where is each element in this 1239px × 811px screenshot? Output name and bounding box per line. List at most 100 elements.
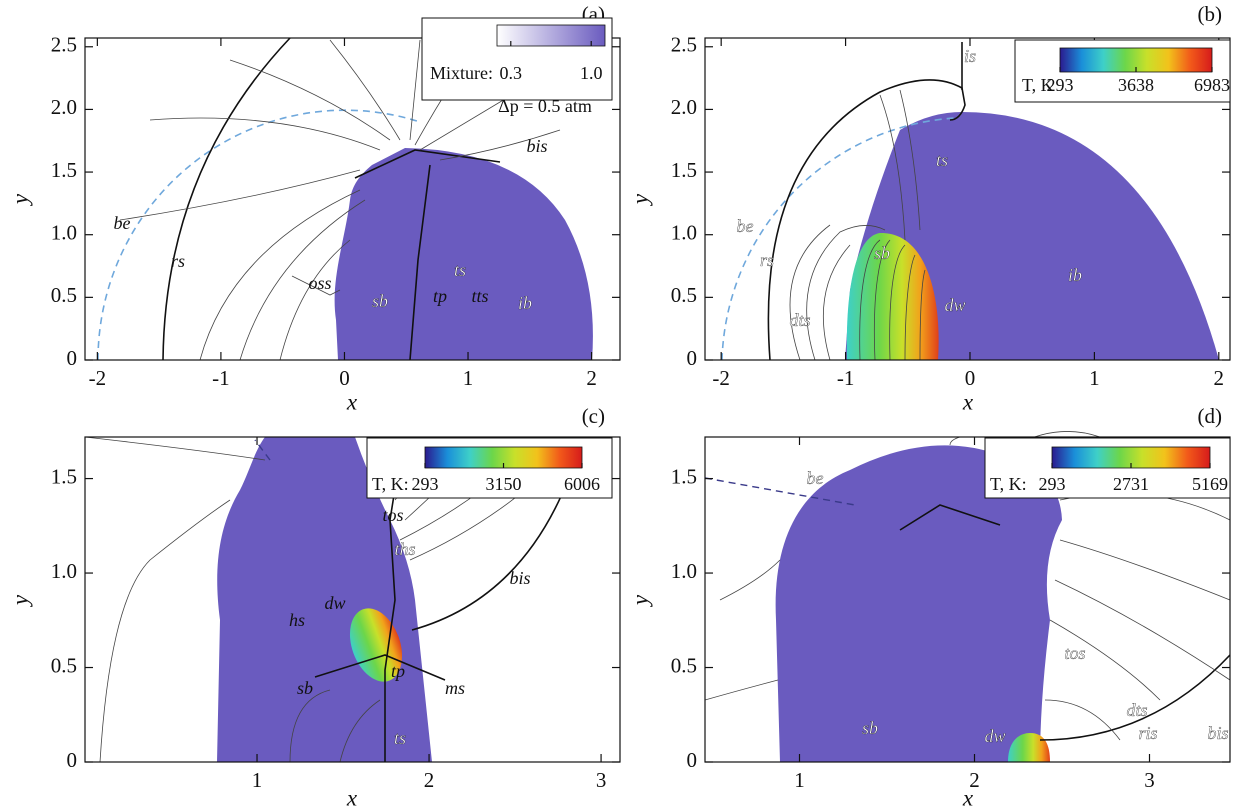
annotation: rs: [171, 251, 185, 271]
colorbar-tick-label: 2731: [1113, 474, 1149, 494]
colorbar-label: T, K:: [372, 474, 409, 494]
y-tick-label: 1.0: [671, 559, 697, 583]
annotation: tos: [1064, 643, 1085, 663]
annotation: bis: [1207, 723, 1228, 743]
colorbar-label: T, K:: [990, 474, 1027, 494]
x-tick-label: 1: [1089, 366, 1100, 390]
x-tick-label: 1: [463, 366, 474, 390]
annotation: ts: [936, 150, 948, 170]
x-tick-label: 0: [339, 366, 350, 390]
x-tick-label: 0: [965, 366, 976, 390]
colorbar-tick-label: 1.0: [580, 63, 603, 83]
colorbar-tick-label: 3150: [486, 474, 522, 494]
plot-frame: [704, 37, 1231, 361]
y-axis-label: y: [627, 193, 652, 206]
x-axis-label: x: [346, 785, 358, 810]
colorbar-tick-label: 3638: [1118, 75, 1154, 95]
colorbar-tick-label: 6983: [1194, 75, 1230, 95]
x-tick-label: 2: [586, 366, 597, 390]
colorbar: [496, 24, 606, 47]
y-tick-label: 0.5: [671, 283, 697, 307]
field-d: [704, 431, 1231, 762]
y-tick-label: 1.5: [51, 158, 77, 182]
annotation: sb: [874, 243, 890, 263]
annotation: be: [737, 216, 754, 236]
x-tick-label: -2: [712, 366, 730, 390]
y-tick-label: 1.5: [671, 464, 697, 488]
annotation: tts: [471, 286, 488, 306]
annotation: sb: [372, 291, 388, 311]
x-tick-label: 2: [424, 768, 435, 792]
panel-label: (b): [1198, 2, 1223, 26]
field-c: [84, 436, 571, 763]
annotation: tos: [382, 505, 403, 525]
annotation: ths: [394, 539, 415, 559]
annotation: dts: [1126, 700, 1147, 720]
y-tick-label: 0.5: [51, 653, 77, 677]
colorbar-tick-label: 293: [412, 474, 439, 494]
x-tick-label: -2: [89, 366, 107, 390]
annotation: be: [807, 468, 824, 488]
plot-frame: [84, 37, 621, 361]
annotation: tp: [433, 286, 447, 306]
y-tick-label: 2.0: [671, 95, 697, 119]
colorbar-tick-label: 0.3: [500, 63, 523, 83]
colorbar-tick-label: 293: [1039, 474, 1066, 494]
y-tick-label: 0.5: [671, 653, 697, 677]
annotation: sb: [862, 718, 878, 738]
colorbar-label: Mixture:: [430, 63, 493, 83]
y-axis-label: y: [7, 594, 32, 607]
annotation: hs: [289, 610, 305, 630]
annotation: ris: [1138, 723, 1157, 743]
plot-frame: [704, 436, 1231, 763]
panel-label: (c): [582, 404, 605, 428]
x-tick-label: 3: [596, 768, 607, 792]
annotation: ts: [454, 260, 466, 280]
y-tick-label: 2.5: [671, 33, 697, 57]
y-tick-label: 0.5: [51, 283, 77, 307]
panel: -2 -1 0 1 2 0 0.5 1.0 1.5 2.0 2.5 x y (b) is ts rs sb be ib…: [627, 2, 1231, 414]
x-axis-label: x: [962, 389, 974, 414]
annotation: dw: [944, 295, 965, 315]
annotation: be: [114, 213, 131, 233]
annotation: bis: [509, 568, 530, 588]
y-tick-label: 1.0: [51, 221, 77, 245]
y-tick-label: 1.0: [671, 221, 697, 245]
x-tick-label: 2: [969, 768, 980, 792]
y-tick-label: 0: [687, 346, 698, 370]
annotation: oss: [308, 273, 331, 293]
x-axis-label: x: [962, 785, 974, 810]
plot-frame: [84, 436, 621, 763]
annotation: is: [964, 46, 976, 66]
x-tick-label: -1: [212, 366, 230, 390]
field-a: [97, 37, 593, 361]
y-tick-label: 0: [67, 346, 78, 370]
annotation: rs: [760, 250, 774, 270]
annotation: ts: [394, 728, 406, 748]
panel-label: (d): [1198, 404, 1223, 428]
annotation: tp: [391, 661, 405, 681]
y-tick-label: 1.0: [51, 559, 77, 583]
colorbar-label: T, K: [1022, 75, 1054, 95]
panel: 1 2 3 0 0.5 1.0 1.5 x y (d) be sb dw tos dts ris bis 293 2…: [627, 404, 1231, 810]
y-tick-label: 1.5: [671, 158, 697, 182]
note: Δp = 0.5 atm: [498, 96, 592, 116]
colorbar-tick-label: 6006: [564, 474, 600, 494]
y-axis-label: y: [627, 594, 652, 607]
annotation: ib: [518, 293, 532, 313]
y-axis-label: y: [7, 193, 32, 206]
annotation: ib: [1068, 265, 1082, 285]
y-tick-label: 2.5: [51, 33, 77, 57]
field-b: [721, 42, 1219, 361]
y-tick-label: 2.0: [51, 95, 77, 119]
y-tick-label: 0: [687, 748, 698, 772]
x-tick-label: -1: [837, 366, 855, 390]
x-tick-label: 3: [1144, 768, 1155, 792]
annotation: sb: [297, 678, 313, 698]
x-tick-label: 1: [794, 768, 805, 792]
y-tick-label: 1.5: [51, 464, 77, 488]
x-tick-label: 1: [252, 768, 263, 792]
